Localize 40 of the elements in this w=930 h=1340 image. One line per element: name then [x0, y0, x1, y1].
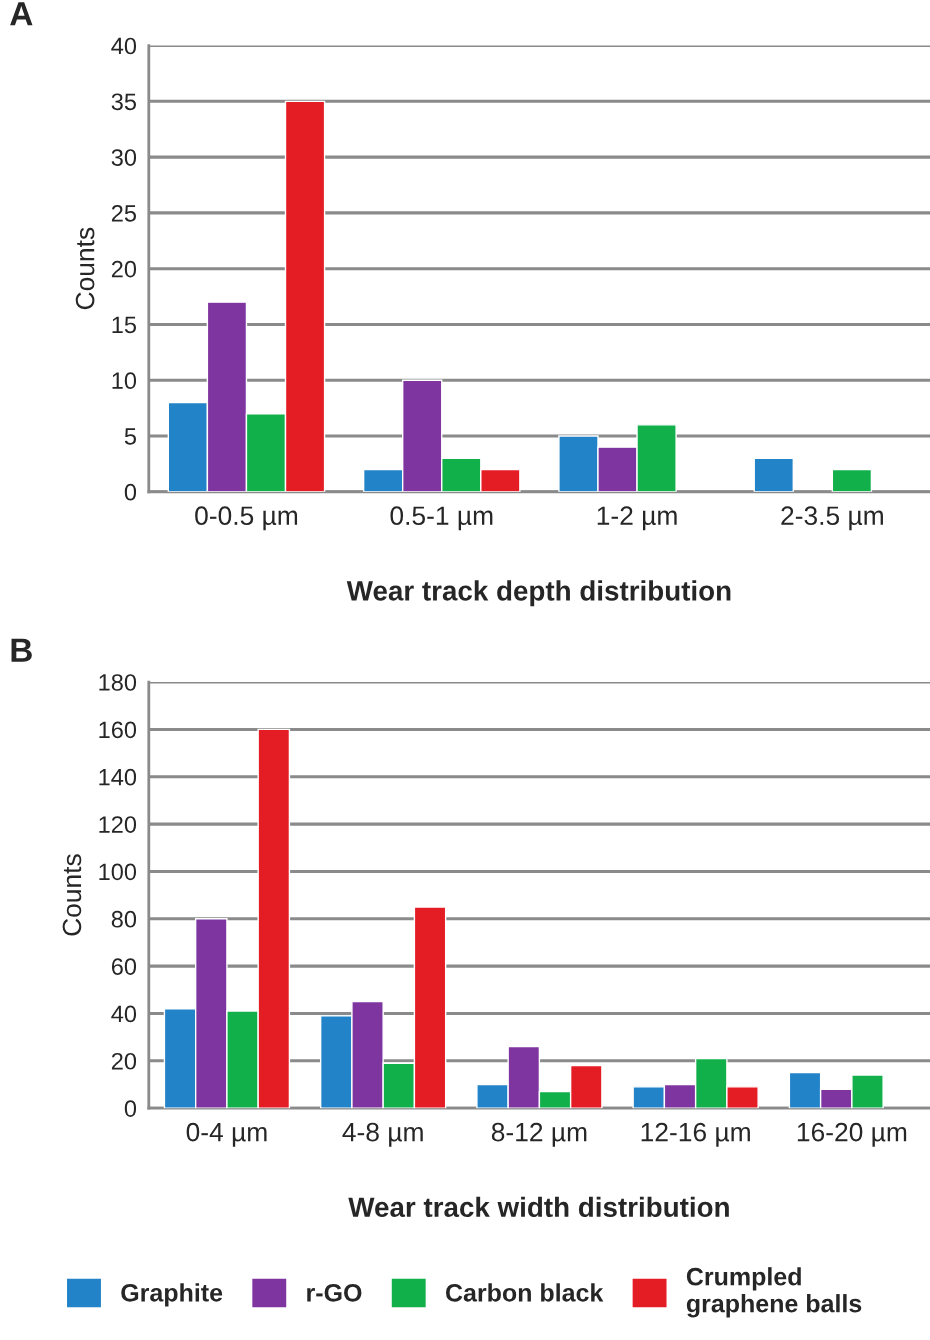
y-tick-label: 5 — [124, 428, 137, 445]
x-tick-label: 0.5-1 µm — [390, 506, 493, 531]
text: A — [10, 2, 33, 26]
y-tick-label: 20 — [111, 1052, 137, 1070]
legend-label: Graphite — [121, 1283, 223, 1307]
x-tick-label: 0-4 µm — [186, 1122, 267, 1147]
y-tick-label: 35 — [111, 93, 137, 111]
x-tick-label: 12-16 µm — [641, 1122, 750, 1147]
y-tick-label: 30 — [111, 149, 137, 166]
x-tick-label: 2-3.5 µm — [781, 506, 883, 531]
y-tick-label: 80 — [111, 910, 137, 928]
y-tick-label: 0 — [124, 483, 137, 501]
y-axis-title: Counts — [75, 227, 95, 310]
y-tick-label: 180 — [99, 674, 137, 691]
y-tick-label: 60 — [111, 958, 137, 975]
y-tick-label: 40 — [111, 1005, 137, 1023]
x-tick-label: 8-12 µm — [491, 1122, 587, 1147]
y-tick-label: 40 — [111, 37, 137, 55]
y-tick-label: 160 — [99, 721, 137, 739]
y-tick-label: 100 — [99, 863, 137, 881]
text: B — [11, 638, 32, 662]
y-tick-label: 15 — [112, 316, 137, 334]
legend-label: Carbon black — [446, 1283, 604, 1302]
x-axis-title: Wear track depth distribution — [346, 580, 731, 607]
bar — [831, 468, 873, 492]
x-tick-label: 4-8 µm — [342, 1122, 423, 1147]
x-tick-label: 0-0.5 µm — [195, 506, 298, 531]
legend-label: Crumpled graphene balls — [686, 1267, 862, 1318]
y-tick-label: 0 — [124, 1100, 137, 1117]
y-axis-title: Counts — [62, 854, 82, 936]
y-tick-label: 10 — [112, 372, 137, 390]
y-tick-label: 25 — [111, 204, 137, 222]
y-tick-label: 20 — [111, 260, 137, 278]
x-axis-title: Wear track width distribution — [348, 1196, 729, 1218]
x-tick-label: 16-20 µm — [797, 1122, 907, 1147]
y-tick-label: 140 — [99, 768, 137, 786]
y-tick-label: 120 — [99, 816, 137, 833]
legend-label: r-GO — [307, 1283, 362, 1302]
x-tick-label: 1-2 µm — [597, 506, 677, 531]
bar — [753, 457, 794, 492]
